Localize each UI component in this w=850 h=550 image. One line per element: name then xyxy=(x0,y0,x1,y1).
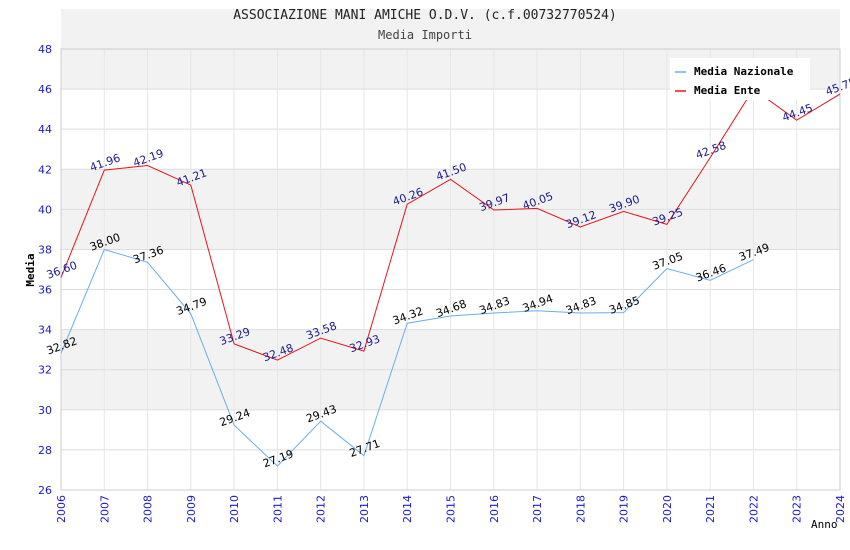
legend-background xyxy=(670,58,810,100)
legend-label-media-nazionale: Media Nazionale xyxy=(694,65,794,78)
y-tick-label: 44 xyxy=(38,123,52,136)
data-label: 27.71 xyxy=(348,437,382,460)
legend-label-media-ente: Media Ente xyxy=(694,84,761,97)
x-tick-label: 2008 xyxy=(142,495,155,523)
x-tick-label: 2010 xyxy=(228,495,241,523)
chart-title: ASSOCIAZIONE MANI AMICHE O.D.V. (c.f.007… xyxy=(233,8,617,23)
x-tick-label: 2015 xyxy=(445,495,458,523)
x-tick-label: 2013 xyxy=(358,495,371,523)
data-label: 37.05 xyxy=(651,250,685,273)
x-tick-label: 2006 xyxy=(55,495,68,523)
data-label: 42.58 xyxy=(694,139,728,162)
data-label: 27.19 xyxy=(261,447,295,470)
y-tick-label: 48 xyxy=(38,43,52,56)
data-label: 36.46 xyxy=(694,262,728,285)
y-axis-label: Media xyxy=(24,253,37,286)
data-label: 34.83 xyxy=(564,294,598,317)
data-label: 34.32 xyxy=(391,304,425,327)
x-tick-label: 2023 xyxy=(791,495,804,523)
x-tick-label: 2011 xyxy=(271,495,284,523)
data-label: 36.60 xyxy=(45,259,79,282)
data-label: 34.79 xyxy=(175,295,209,318)
series-lines xyxy=(60,88,841,467)
x-tick-label: 2009 xyxy=(185,495,198,523)
data-labels: 32.8238.0037.3634.7929.2427.1929.4327.71… xyxy=(45,75,850,470)
series-line-media-ente xyxy=(60,88,841,361)
y-tick-label: 28 xyxy=(38,444,52,457)
background-band xyxy=(61,8,840,49)
x-axis-ticks: 2006 2007 2008 2009 2010 2011 2012 2013 2014 2015… xyxy=(55,495,847,523)
y-tick-label: 32 xyxy=(38,364,52,377)
x-tick-label: 2014 xyxy=(401,495,414,523)
y-tick-label: 34 xyxy=(38,324,52,337)
y-tick-label: 30 xyxy=(38,404,52,417)
data-label: 34.83 xyxy=(478,294,512,317)
y-tick-label: 46 xyxy=(38,83,52,96)
x-tick-label: 2016 xyxy=(488,495,501,523)
data-label: 44.45 xyxy=(781,101,815,124)
series-line-media-nazionale xyxy=(60,248,754,467)
y-tick-label: 36 xyxy=(38,284,52,297)
y-tick-label: 42 xyxy=(38,163,52,176)
x-axis-label: Anno xyxy=(811,518,838,531)
x-tick-label: 2020 xyxy=(661,495,674,523)
legend: Media Nazionale Media Ente xyxy=(670,58,810,100)
x-tick-label: 2007 xyxy=(98,495,111,523)
plot-frame xyxy=(60,48,841,491)
x-tick-label: 2021 xyxy=(704,495,717,523)
chart-subtitle: Media Importi xyxy=(378,28,472,42)
data-label: 34.68 xyxy=(434,297,468,320)
x-tick-label: 2024 xyxy=(834,495,847,523)
x-tick-label: 2017 xyxy=(531,495,544,523)
data-label: 34.85 xyxy=(607,294,641,317)
x-tick-label: 2019 xyxy=(618,495,631,523)
y-axis-ticks: 26 28 30 32 34 36 38 40 42 44 46 48 xyxy=(38,43,52,497)
x-tick-label: 2012 xyxy=(315,495,328,523)
x-tick-label: 2022 xyxy=(747,495,760,523)
y-tick-label: 26 xyxy=(38,484,52,497)
y-tick-label: 40 xyxy=(38,203,52,216)
x-tick-label: 2018 xyxy=(574,495,587,523)
y-tick-label: 38 xyxy=(38,243,52,256)
